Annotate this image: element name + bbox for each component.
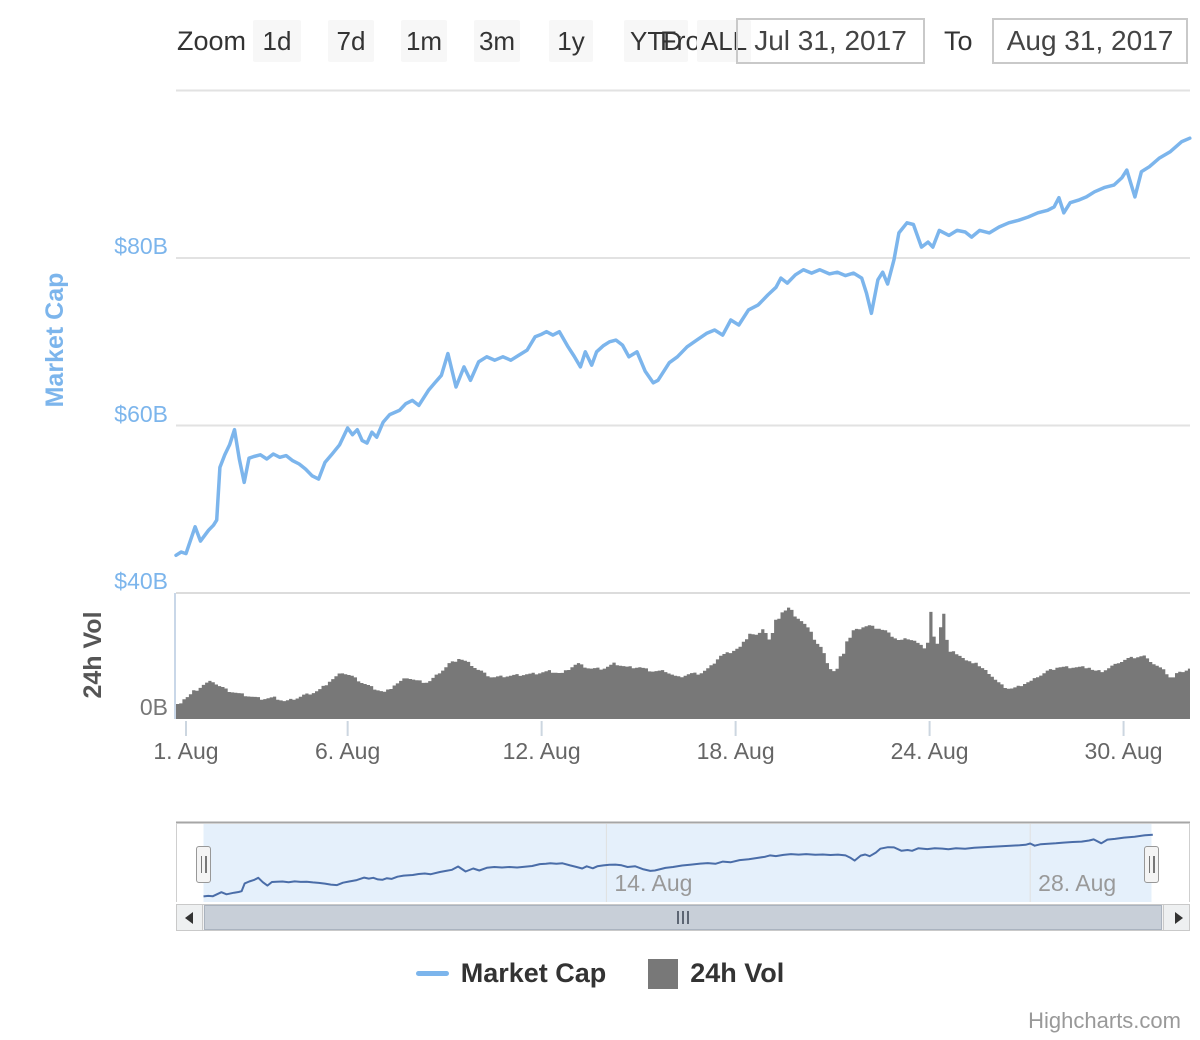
x-axis-label: 30. Aug: [1084, 738, 1163, 764]
navigator-series: [203, 833, 1153, 898]
navigator-right-handle[interactable]: [1144, 846, 1159, 883]
highcharts-credits-link[interactable]: Highcharts.com: [1028, 1008, 1181, 1033]
x-axis-label: 24. Aug: [890, 738, 969, 764]
x-axis-label: 6. Aug: [315, 738, 381, 764]
navigator-left-handle[interactable]: [196, 846, 211, 883]
to-label: To: [944, 26, 973, 56]
navigator-mask[interactable]: [203, 824, 1152, 902]
legend-item-24h-vol[interactable]: 24h Vol: [648, 958, 784, 989]
scrollbar-left-arrow[interactable]: [176, 904, 203, 931]
legend: Market Cap 24h Vol: [0, 958, 1200, 989]
market-cap-axis-label: $60B: [114, 400, 168, 427]
volume-series: [176, 607, 1190, 719]
from-date-input[interactable]: [736, 18, 925, 64]
market-cap-axis-label: $40B: [114, 568, 168, 594]
legend-item-market-cap[interactable]: Market Cap: [415, 958, 607, 989]
zoom-button-1y[interactable]: 1y: [549, 20, 593, 62]
zoom-button-1d[interactable]: 1d: [253, 20, 301, 62]
navigator-axis-label: 28. Aug: [1038, 870, 1117, 896]
x-axis-label: 1. Aug: [153, 738, 219, 764]
volume-axis-label: 0B: [139, 694, 168, 720]
scrollbar-right-arrow[interactable]: [1163, 904, 1190, 931]
scrollbar-thumb[interactable]: [204, 905, 1162, 930]
market-cap-series: [174, 136, 1192, 558]
x-axis-label: 12. Aug: [502, 738, 581, 764]
zoom-label: Zoom: [177, 26, 247, 56]
legend-label: Market Cap: [460, 958, 607, 988]
column-marker-icon: [648, 958, 679, 989]
right-arrow-icon: [1175, 912, 1183, 924]
line-marker-icon: [415, 971, 449, 976]
market-cap-axis-label: $80B: [114, 233, 168, 259]
left-arrow-icon: [185, 912, 193, 924]
to-date-input[interactable]: [992, 18, 1188, 64]
zoom-button-7d[interactable]: 7d: [328, 20, 374, 62]
navigator-axis-label: 14. Aug: [614, 870, 693, 896]
legend-label: 24h Vol: [690, 958, 785, 988]
x-axis-label: 18. Aug: [696, 738, 775, 764]
zoom-button-ytd[interactable]: YTD: [624, 20, 688, 62]
zoom-button-1m[interactable]: 1m: [401, 20, 447, 62]
zoom-button-3m[interactable]: 3m: [474, 20, 520, 62]
